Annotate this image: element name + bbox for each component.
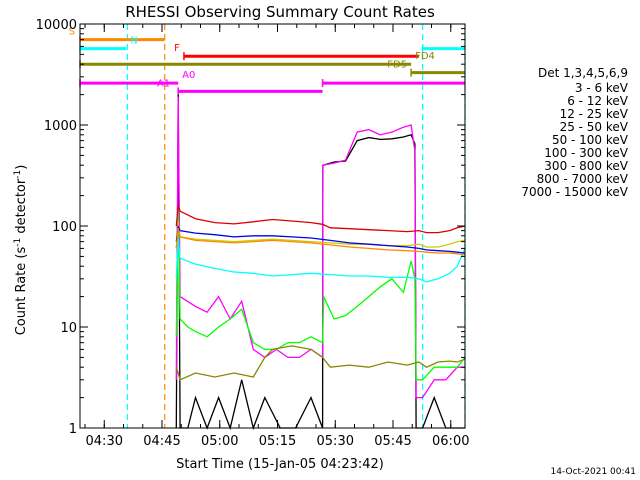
- x-tick-label: 04:30: [86, 434, 123, 449]
- series-line: [175, 224, 466, 254]
- x-tick-label: 05:30: [317, 434, 354, 449]
- y-axis-label: Count Rate (s-1 detector-1): [13, 165, 29, 336]
- series-line: [175, 238, 466, 283]
- y-axis-label-sup: -1: [13, 238, 23, 247]
- flag-label: FD5: [387, 60, 407, 71]
- x-tick-label: 06:00: [432, 434, 469, 449]
- flag-label: S: [69, 27, 75, 38]
- footer-timestamp: 14-Oct-2021 00:41: [551, 467, 636, 477]
- series-layer: [175, 94, 466, 431]
- y-tick-label: 100: [52, 220, 77, 235]
- legend-entry: 12 - 25 keV: [560, 107, 629, 121]
- chart-title: RHESSI Observing Summary Count Rates: [125, 3, 435, 21]
- series-line: [175, 228, 466, 256]
- x-tick-label: 05:15: [259, 434, 296, 449]
- axes-layer: 1 10 100 1000 10000 04:30 04:45 05:00 05:15 05:30…: [36, 18, 470, 449]
- legend-entry: 300 - 800 keV: [544, 159, 628, 173]
- y-axis-label-tail: detector: [14, 178, 29, 238]
- flag-label: N: [130, 36, 137, 47]
- y-tick-label: 1000: [44, 119, 77, 134]
- y-axis-label-main: Count Rate (s: [14, 247, 29, 336]
- y-axis-label-end: ): [14, 165, 29, 170]
- series-line: [175, 94, 465, 431]
- legend-entry: 100 - 300 keV: [544, 146, 628, 160]
- x-tick-label: 05:45: [374, 434, 411, 449]
- series-line: [175, 96, 465, 399]
- flags-layer: S N F FD4 FD5 A0 A1: [69, 24, 466, 428]
- y-tick-label: 10000: [36, 18, 77, 33]
- legend-entry: 3 - 6 keV: [575, 81, 629, 95]
- x-tick-label: 04:45: [143, 434, 180, 449]
- series-line: [175, 205, 466, 234]
- flag-label: A1: [157, 78, 170, 89]
- flag-label: FD4: [415, 51, 435, 62]
- y-tick-label: 1: [69, 422, 77, 437]
- legend-entry: 800 - 7000 keV: [537, 172, 629, 186]
- flag-label: F: [174, 43, 180, 54]
- x-tick-label: 05:00: [201, 434, 238, 449]
- series-line: [175, 221, 466, 249]
- series-line: [175, 208, 466, 381]
- legend-entry: 7000 - 15000 keV: [521, 185, 628, 199]
- plot-frame: [79, 23, 466, 429]
- series-line: [175, 345, 466, 381]
- legend-header: Det 1,3,4,5,6,9: [538, 66, 628, 80]
- legend-entry: 6 - 12 keV: [567, 94, 629, 108]
- legend-entry: 50 - 100 keV: [552, 133, 629, 147]
- x-axis-label: Start Time (15-Jan-05 04:23:42): [176, 457, 384, 472]
- y-tick-label: 10: [60, 321, 77, 336]
- legend-entry: 25 - 50 keV: [560, 120, 629, 134]
- flag-label: A0: [182, 70, 195, 81]
- y-axis-label-sup2: -1: [13, 170, 23, 179]
